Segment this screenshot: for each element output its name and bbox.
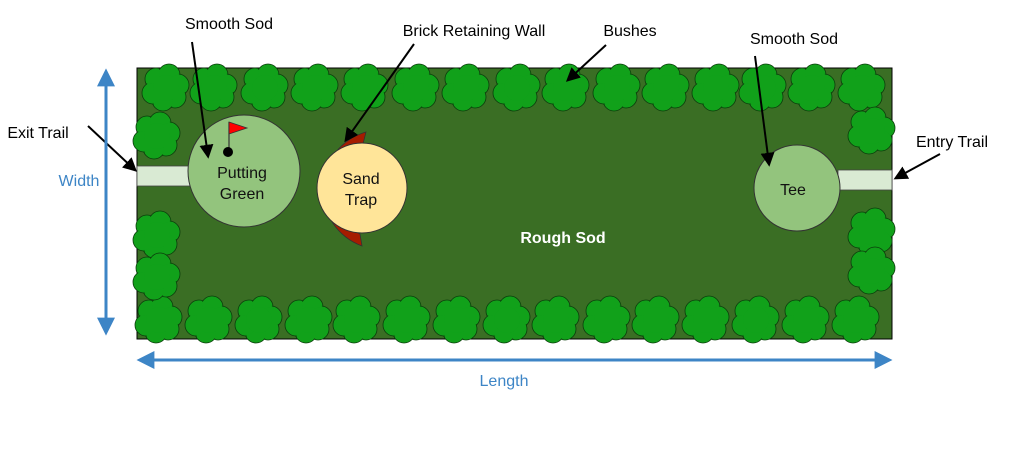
bush: [731, 295, 780, 344]
putting-green: [187, 114, 301, 228]
bushes-group: [132, 63, 896, 344]
sand-trap: [316, 142, 408, 234]
bush: [837, 63, 886, 112]
length-label: Length: [480, 373, 529, 390]
bush: [691, 63, 740, 112]
entry-trail-label: Entry Trail: [916, 134, 988, 151]
bush: [134, 295, 183, 344]
smooth-sod-left-label: Smooth Sod: [185, 16, 273, 33]
bush: [240, 63, 289, 112]
bush: [432, 295, 481, 344]
bush: [641, 63, 690, 112]
bush: [132, 111, 181, 160]
bush: [189, 63, 238, 112]
brick-wall-label: Brick Retaining Wall: [403, 23, 546, 40]
entry-trail-arrow: [893, 153, 941, 180]
bush: [831, 295, 880, 344]
bush: [382, 295, 431, 344]
bush: [847, 106, 896, 155]
bushes-label: Bushes: [603, 23, 656, 40]
bush: [592, 63, 641, 112]
bushes-arrow: [565, 44, 607, 82]
putting-green-label-2: Green: [220, 186, 264, 203]
hole-icon: [223, 147, 233, 157]
bush: [482, 295, 531, 344]
rough-sod-label: Rough Sod: [520, 230, 605, 247]
bush: [847, 246, 896, 295]
bush: [284, 295, 333, 344]
bush: [738, 63, 787, 112]
bush: [787, 63, 836, 112]
smooth-sod-left-arrow: [191, 41, 214, 159]
bush: [132, 252, 181, 301]
bush: [391, 63, 440, 112]
bush: [441, 63, 490, 112]
bush: [492, 63, 541, 112]
bush: [781, 295, 830, 344]
bush: [332, 295, 381, 344]
width-label: Width: [59, 173, 100, 190]
entry-trail: [837, 169, 893, 191]
flag-icon: [228, 121, 249, 150]
bush: [340, 63, 389, 112]
exit-trail: [136, 165, 193, 187]
bush: [531, 295, 580, 344]
bush: [132, 210, 181, 259]
putting-green-label-1: Putting: [217, 165, 267, 182]
bush: [184, 295, 233, 344]
bush: [234, 295, 283, 344]
tee: [753, 144, 841, 232]
bush: [141, 63, 190, 112]
exit-trail-label: Exit Trail: [7, 125, 68, 142]
bush: [290, 63, 339, 112]
exit-trail-arrow: [87, 125, 138, 172]
sand-trap-label-2: Trap: [345, 192, 377, 209]
smooth-sod-right-arrow: [754, 55, 775, 167]
bush: [631, 295, 680, 344]
bush: [681, 295, 730, 344]
tee-label: Tee: [780, 182, 806, 199]
sand-trap-label-1: Sand: [342, 171, 379, 188]
smooth-sod-right-label: Smooth Sod: [750, 31, 838, 48]
brick-wall-arrow: [344, 43, 415, 143]
bush: [582, 295, 631, 344]
